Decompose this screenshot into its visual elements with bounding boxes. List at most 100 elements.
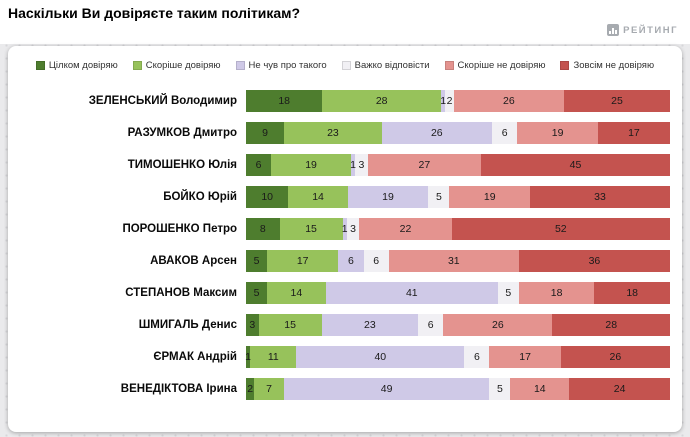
bar-segment: 17 bbox=[597, 122, 670, 144]
rating-logo-text: РЕЙТИНГ bbox=[623, 24, 678, 36]
bar-segment: 14 bbox=[288, 186, 348, 208]
chart-row: ЗЕЛЕНСЬКИЙ Володимир 18 28 1 2 26 25 bbox=[8, 85, 670, 117]
segment-value: 6 bbox=[373, 255, 380, 267]
bar-segment: 6 bbox=[464, 346, 490, 368]
politician-name: БОЙКО Юрій bbox=[163, 191, 237, 203]
bar-segment: 6 bbox=[418, 314, 444, 336]
bar-segment: 6 bbox=[363, 250, 389, 272]
legend-label: Скоріше довіряю bbox=[145, 60, 221, 71]
legend-label: Важко відповісти bbox=[354, 60, 430, 71]
segment-value: 15 bbox=[284, 319, 296, 331]
bar-segment: 8 bbox=[246, 218, 280, 240]
segment-value: 27 bbox=[418, 159, 431, 171]
chart-card: Цілком довіряю Скоріше довіряю Не чув про … bbox=[8, 46, 682, 432]
segment-value: 19 bbox=[483, 191, 496, 203]
stacked-bar: 9 23 26 6 19 17 bbox=[246, 122, 670, 144]
segment-value: 3 bbox=[249, 319, 256, 331]
legend-item: Важко відповісти bbox=[341, 60, 430, 71]
chart-title: Наскільки Ви довіряєте таким політикам? bbox=[8, 5, 301, 21]
segment-value: 23 bbox=[327, 127, 339, 139]
bar-segment: 23 bbox=[284, 122, 382, 144]
bar-segment: 49 bbox=[283, 378, 490, 400]
chart-row: ВЕНЕДІКТОВА Ірина 2 7 49 5 14 24 bbox=[8, 373, 670, 405]
segment-value: 19 bbox=[382, 191, 394, 203]
bar-segment: 3 bbox=[346, 218, 360, 240]
bar-segment: 3 bbox=[355, 154, 368, 176]
legend-item: Не чув про такого bbox=[235, 60, 327, 71]
segment-value: 3 bbox=[350, 223, 356, 235]
bar-segment: 6 bbox=[491, 122, 518, 144]
segment-value: 10 bbox=[261, 191, 274, 203]
segment-value: 14 bbox=[312, 191, 324, 203]
segment-value: 18 bbox=[626, 287, 639, 299]
segment-value: 11 bbox=[267, 351, 279, 363]
politician-name: АВАКОВ Арсен bbox=[150, 255, 237, 267]
bar-segment: 10 bbox=[246, 186, 289, 208]
bar-segment: 1 bbox=[341, 218, 348, 240]
legend-item: Скоріше довіряю bbox=[132, 60, 221, 71]
chart-row: БОЙКО Юрій 10 14 19 5 19 33 bbox=[8, 181, 670, 213]
legend-item: Скоріше не довіряю bbox=[444, 60, 546, 71]
segment-value: 17 bbox=[628, 127, 640, 139]
segment-value: 49 bbox=[380, 383, 393, 395]
bar-segment: 19 bbox=[449, 186, 531, 208]
segment-value: 18 bbox=[550, 287, 563, 299]
bar-segment: 19 bbox=[271, 154, 351, 176]
segment-value: 40 bbox=[374, 351, 387, 363]
bar-segment: 17 bbox=[489, 346, 561, 368]
stacked-bar: 10 14 19 5 19 33 bbox=[246, 186, 670, 208]
segment-value: 6 bbox=[473, 351, 480, 363]
segment-value: 15 bbox=[305, 223, 317, 235]
politician-name: СТЕПАНОВ Максим bbox=[125, 287, 237, 299]
segment-value: 9 bbox=[262, 127, 268, 139]
segment-value: 5 bbox=[497, 383, 503, 395]
segment-value: 14 bbox=[533, 383, 546, 395]
bar-segment: 26 bbox=[453, 90, 564, 112]
bar-segment: 33 bbox=[530, 186, 670, 208]
bar-segment: 40 bbox=[296, 346, 465, 368]
segment-value: 3 bbox=[358, 159, 365, 171]
segment-value: 5 bbox=[253, 255, 260, 267]
segment-value: 18 bbox=[278, 95, 290, 107]
bar-segment: 6 bbox=[246, 154, 272, 176]
legend-label: Скоріше не довіряю bbox=[457, 60, 546, 71]
segment-value: 36 bbox=[588, 255, 601, 267]
bar-segment: 41 bbox=[325, 282, 498, 304]
bar-segment: 2 bbox=[445, 90, 454, 112]
bar-segment: 28 bbox=[322, 90, 442, 112]
bar-segment: 26 bbox=[443, 314, 553, 336]
bar-segment: 1 bbox=[350, 154, 356, 176]
bar-segment: 15 bbox=[279, 218, 343, 240]
segment-value: 33 bbox=[594, 191, 606, 203]
segment-value: 31 bbox=[447, 255, 460, 267]
legend-item: Цілком довіряю bbox=[35, 60, 118, 71]
politician-name: ЗЕЛЕНСЬКИЙ Володимир bbox=[88, 95, 237, 107]
segment-value: 2 bbox=[247, 383, 254, 395]
segment-value: 17 bbox=[296, 255, 309, 267]
bar-segment: 3 bbox=[246, 314, 259, 336]
bar-segment: 14 bbox=[266, 282, 326, 304]
bar-segment: 11 bbox=[250, 346, 297, 368]
politician-name: ВЕНЕДІКТОВА Ірина bbox=[120, 383, 237, 395]
bar-segment: 5 bbox=[246, 282, 267, 304]
chart-row: ТИМОШЕНКО Юлія 6 19 1 3 27 45 bbox=[8, 149, 670, 181]
rating-logo-icon bbox=[607, 24, 620, 36]
bar-segment: 27 bbox=[367, 154, 482, 176]
segment-value: 1 bbox=[341, 223, 348, 235]
segment-value: 6 bbox=[255, 159, 262, 171]
bar-segment: 22 bbox=[359, 218, 452, 240]
chart-row: ПОРОШЕНКО Петро 8 15 1 3 22 52 bbox=[8, 213, 670, 245]
legend-swatch bbox=[132, 61, 142, 70]
bar-segment: 26 bbox=[381, 122, 492, 144]
segment-value: 14 bbox=[290, 287, 303, 299]
segment-value: 8 bbox=[259, 223, 266, 235]
bar-segment: 5 bbox=[428, 186, 450, 208]
segment-value: 1 bbox=[245, 351, 252, 363]
legend-swatch bbox=[341, 61, 351, 70]
bar-segment: 28 bbox=[552, 314, 670, 336]
segment-value: 52 bbox=[554, 223, 567, 235]
segment-value: 26 bbox=[609, 351, 622, 363]
bar-segment: 1 bbox=[245, 346, 252, 368]
legend: Цілком довіряю Скоріше довіряю Не чув про … bbox=[8, 60, 682, 71]
bar-segment: 36 bbox=[518, 250, 670, 272]
